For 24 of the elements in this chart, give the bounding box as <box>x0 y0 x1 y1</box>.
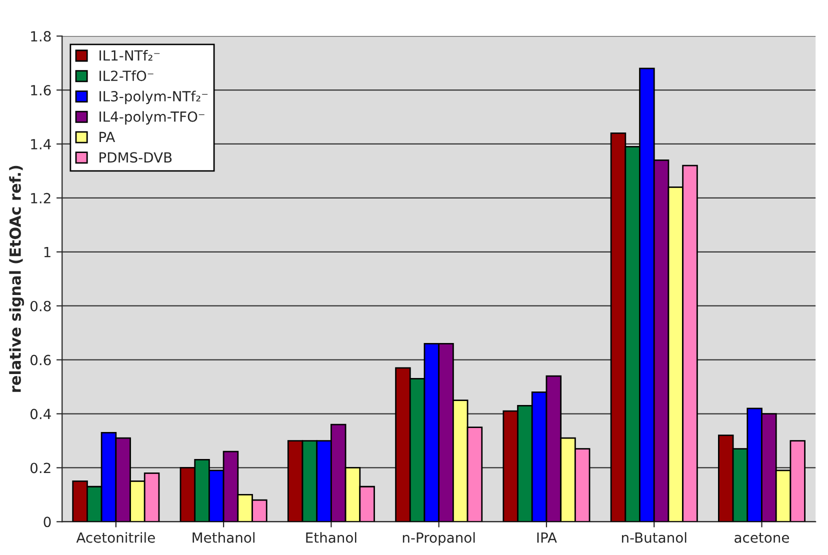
y-tick-label: 0.2 <box>30 462 50 474</box>
y-tick-label: 1.4 <box>31 139 51 150</box>
y-tick-label: 0.4 <box>30 408 51 420</box>
legend-label: PA <box>100 132 116 142</box>
y-tick-label: 0 <box>44 516 51 528</box>
legend-label: PDMS-DVB <box>100 152 172 163</box>
y-tick-label: 1.6 <box>31 85 51 96</box>
y-tick-label: 1.2 <box>31 192 50 204</box>
legend-label: IL3-polym-NTf₂⁻ <box>100 90 208 104</box>
y-tick-label: 1 <box>44 247 50 258</box>
x-tick-label: Ethanol <box>306 532 356 543</box>
legend-label: IL2-TfO⁻ <box>100 70 154 82</box>
x-tick-label: Methanol <box>192 532 254 543</box>
x-tick-label: acetone <box>734 532 790 543</box>
y-tick-label: 0.8 <box>30 300 51 312</box>
x-tick-label: IPA <box>537 532 557 543</box>
x-tick-label: n-Butanol <box>622 532 686 543</box>
legend-label: IL4-polym-TFO⁻ <box>100 111 204 125</box>
x-tick-label: Acetonitrile <box>76 532 155 543</box>
x-tick-label: n-Propanol <box>402 532 475 546</box>
y-axis-title: relative signal (EtOAc ref.) <box>9 166 24 392</box>
legend-label: IL1-NTf₂⁻ <box>100 50 160 61</box>
y-tick-label: 0.6 <box>30 354 51 366</box>
y-tick-label: 1.8 <box>31 31 51 42</box>
